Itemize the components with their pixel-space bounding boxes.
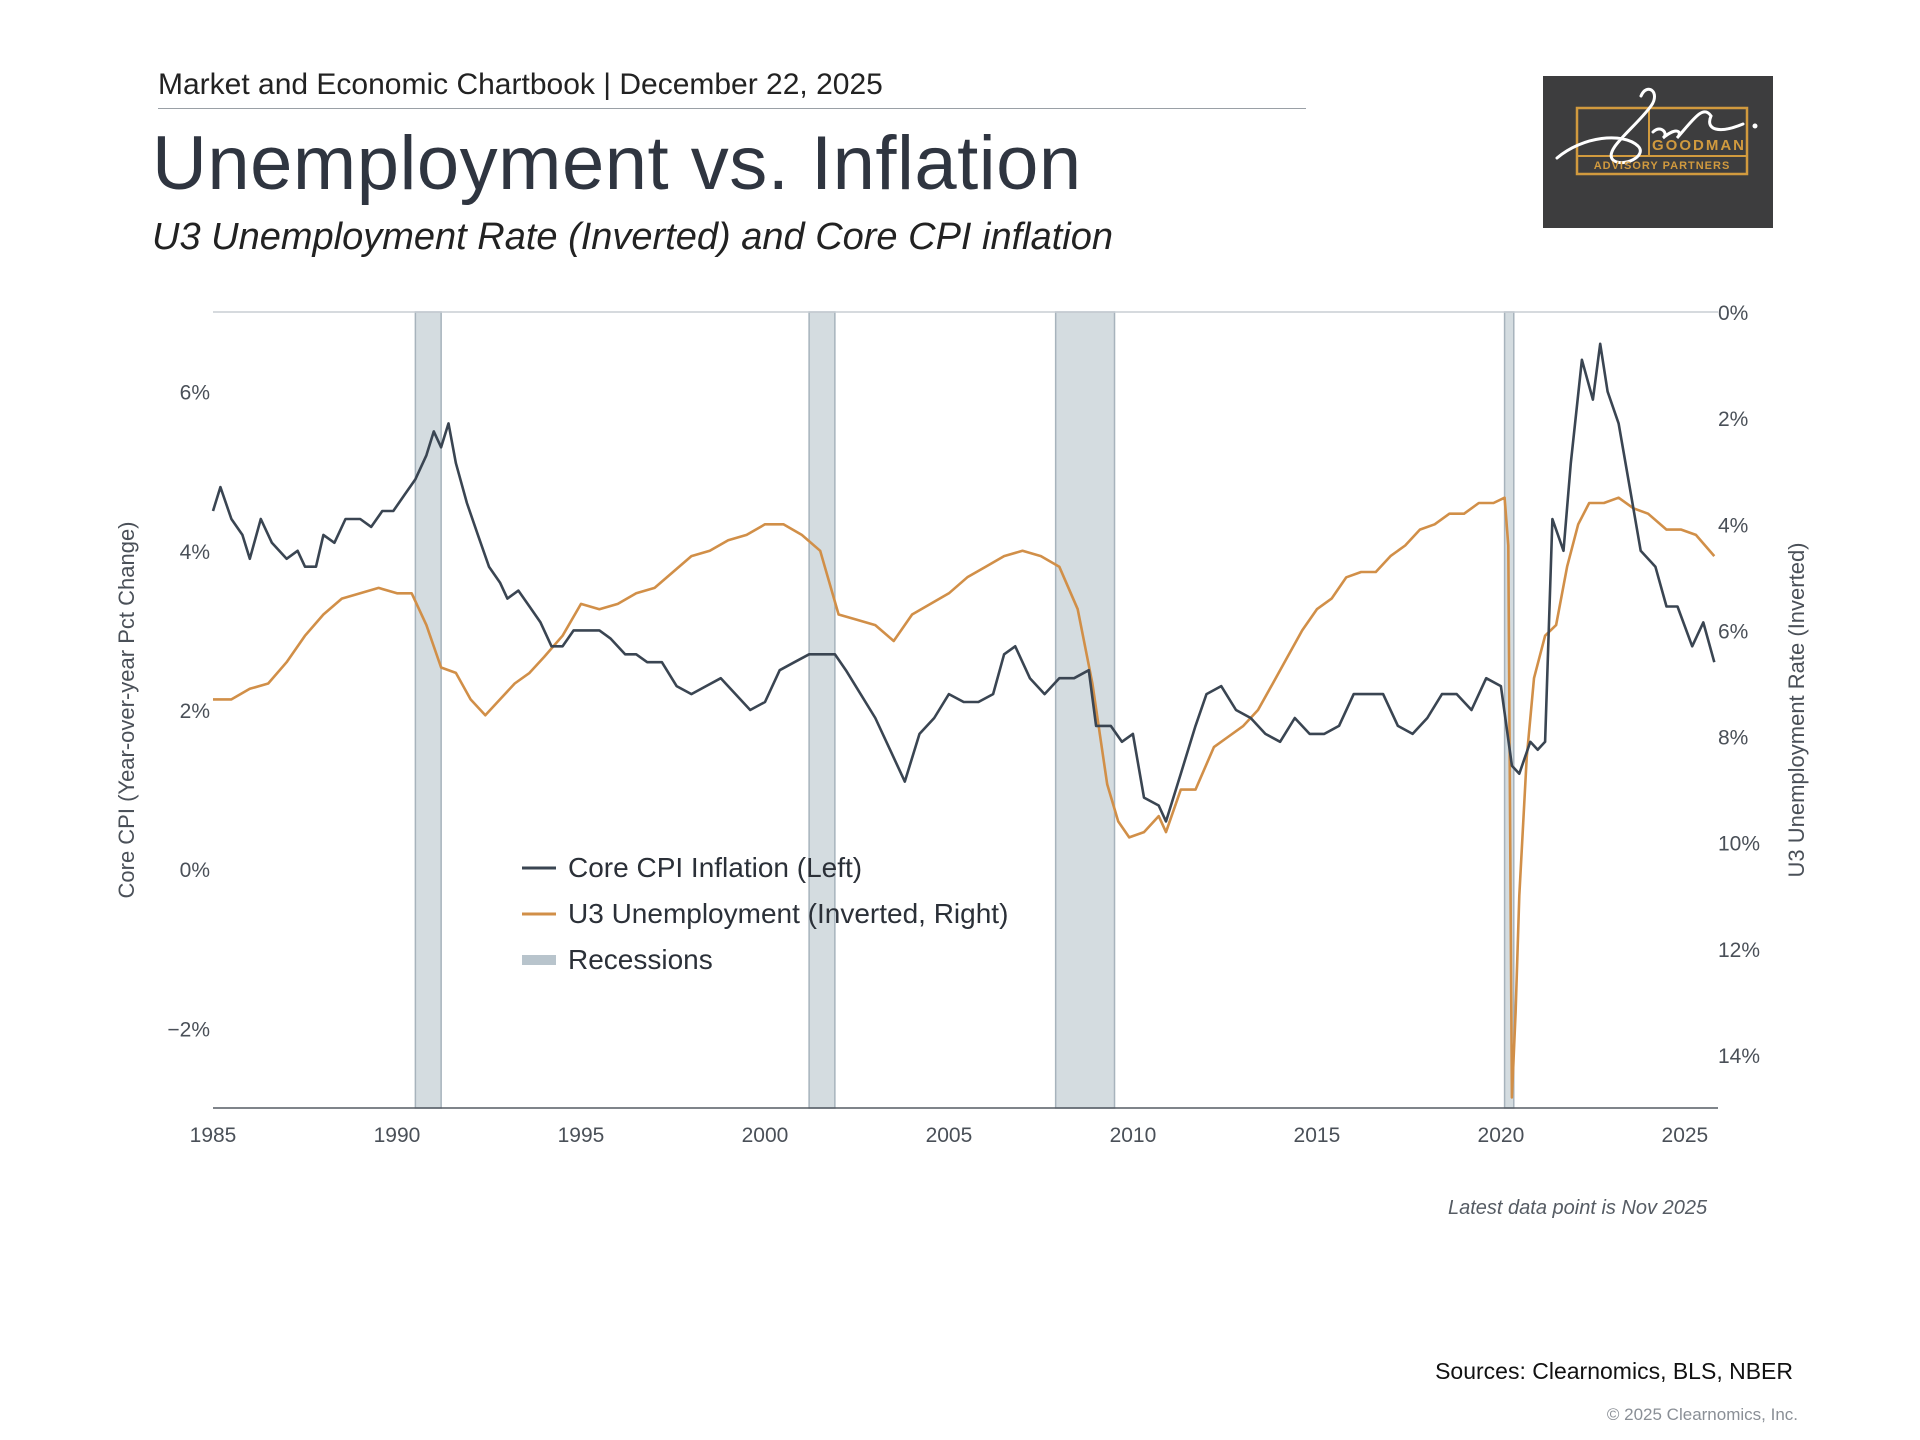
right-tick-label: 0%	[1718, 302, 1748, 325]
latest-data-note: Latest data point is Nov 2025	[1448, 1197, 1708, 1219]
copyright-note: © 2025 Clearnomics, Inc.	[1606, 1405, 1798, 1424]
legend: Core CPI Inflation (Left) U3 Unemployment…	[522, 852, 1008, 975]
page-title: Unemployment vs. Inflation	[152, 121, 1082, 206]
chartbook-header: Market and Economic Chartbook | December…	[158, 68, 883, 101]
x-tick-label: 2010	[1110, 1124, 1157, 1147]
right-tick-label: 14%	[1718, 1045, 1760, 1068]
x-tick-label: 2005	[926, 1124, 973, 1147]
header-rule	[158, 108, 1306, 109]
left-tick-label: −2%	[167, 1018, 210, 1041]
x-tick-label: 1985	[190, 1124, 237, 1147]
right-tick-label: 12%	[1718, 939, 1760, 962]
chart-frame	[213, 311, 1718, 1109]
x-tick-label: 1995	[558, 1124, 605, 1147]
recession-bands	[414, 311, 1515, 1109]
x-tick-label: 2020	[1478, 1124, 1525, 1147]
series-lines	[211, 342, 1716, 1099]
left-tick-label: 2%	[180, 700, 210, 723]
recession-band	[1054, 311, 1116, 1109]
left-tick-label: 4%	[180, 541, 210, 564]
unemployment-line	[213, 496, 1716, 1099]
right-tick-label: 2%	[1718, 408, 1748, 431]
legend-label: U3 Unemployment (Inverted, Right)	[568, 898, 1008, 929]
right-tick-label: 6%	[1718, 620, 1748, 643]
legend-label: Recessions	[568, 944, 713, 975]
sources-note: Sources: Clearnomics, BLS, NBER	[1435, 1358, 1793, 1384]
core-cpi-line	[211, 342, 1716, 823]
left-tick-label: 0%	[180, 859, 210, 882]
company-logo: GOODMAN ADVISORY PARTNERS	[1543, 76, 1773, 228]
recession-band	[414, 311, 442, 1109]
recession-band	[808, 311, 836, 1109]
page-subtitle: U3 Unemployment Rate (Inverted) and Core…	[152, 216, 1114, 258]
x-tick-label: 1990	[374, 1124, 421, 1147]
legend-swatch	[522, 955, 556, 965]
right-tick-label: 8%	[1718, 727, 1748, 750]
right-tick-label: 4%	[1718, 514, 1748, 537]
x-tick-label: 2000	[742, 1124, 789, 1147]
left-tick-label: 6%	[180, 382, 210, 405]
x-tick-label: 2025	[1662, 1124, 1709, 1147]
logo-graphic: GOODMAN ADVISORY PARTNERS	[1555, 87, 1758, 176]
right-tick-label: 10%	[1718, 833, 1760, 856]
chart-area: 1985 1990 1995 2000 2005 2010 2015 2020 2025 −2% 0…	[114, 302, 1809, 1147]
legend-label: Core CPI Inflation (Left)	[568, 852, 862, 883]
logo-text-bottom: ADVISORY PARTNERS	[1594, 160, 1731, 172]
axes: 1985 1990 1995 2000 2005 2010 2015 2020 2025 −2% 0…	[114, 302, 1809, 1147]
logo-text-top: GOODMAN	[1652, 137, 1746, 154]
x-tick-label: 2015	[1294, 1124, 1341, 1147]
right-axis-label: U3 Unemployment Rate (Inverted)	[1784, 542, 1809, 877]
left-axis-label: Core CPI (Year-over-year Pct Change)	[114, 521, 139, 898]
